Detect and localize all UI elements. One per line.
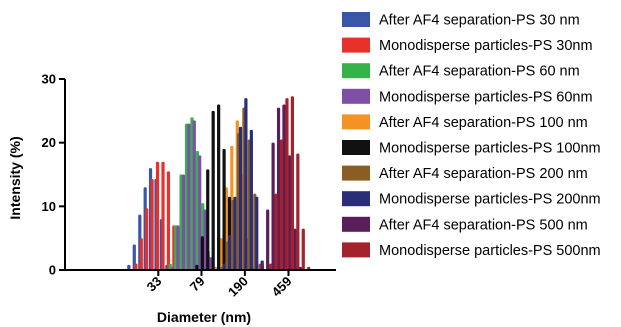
legend-label-1: Monodisperse particles-PS 30nm bbox=[379, 38, 593, 54]
legend-swatch-9 bbox=[342, 242, 370, 258]
bar-s3-3 bbox=[187, 123, 191, 270]
legend-label-8: After AF4 separation-PS 500 nm bbox=[379, 217, 588, 233]
bar-s8-5 bbox=[287, 155, 292, 270]
legend-swatch-7 bbox=[342, 191, 370, 207]
bar-s1-6 bbox=[166, 171, 171, 270]
bar-s3-4 bbox=[192, 120, 196, 270]
y-tick-label-1: 10 bbox=[42, 199, 56, 214]
legend-swatch-8 bbox=[342, 216, 370, 232]
bar-s7-1 bbox=[227, 234, 232, 270]
bar-s9-1 bbox=[274, 193, 278, 270]
bar-s5-1 bbox=[200, 236, 204, 270]
legend-label-3: Monodisperse particles-PS 60nm bbox=[379, 89, 593, 105]
bar-s9-0 bbox=[269, 263, 273, 270]
bar-s3-6 bbox=[203, 209, 207, 270]
bar-s7-3 bbox=[238, 126, 243, 270]
legend-label-4: After AF4 separation-PS 100 nm bbox=[379, 115, 588, 131]
bar-s0-1 bbox=[132, 244, 136, 270]
bar-s3-2 bbox=[181, 174, 185, 270]
bar-s5-4 bbox=[217, 104, 221, 270]
legend-label-9: Monodisperse particles-PS 500nm bbox=[379, 243, 601, 259]
legend-label-7: Monodisperse particles-PS 200nm bbox=[379, 192, 601, 208]
bar-s8-1 bbox=[266, 209, 270, 270]
bar-s0-0 bbox=[127, 264, 131, 270]
y-tick-label-3: 30 bbox=[42, 72, 56, 87]
bar-s5-0 bbox=[195, 264, 199, 270]
legend-swatch-1 bbox=[342, 37, 370, 53]
bar-s8-4 bbox=[282, 104, 286, 270]
bar-s8-3 bbox=[276, 107, 281, 271]
bar-s7-5 bbox=[249, 129, 253, 270]
bars-layer bbox=[127, 96, 311, 271]
legend-label-2: After AF4 separation-PS 60 nm bbox=[379, 64, 580, 80]
bar-s8-6 bbox=[293, 228, 297, 270]
bar-s9-5 bbox=[296, 153, 300, 270]
bar-s1-1 bbox=[139, 238, 143, 270]
bar-s5-3 bbox=[211, 110, 215, 270]
bar-s3-5 bbox=[198, 155, 202, 270]
legend-label-6: After AF4 separation-PS 200 nm bbox=[379, 166, 588, 182]
bar-s8-0 bbox=[260, 263, 264, 270]
x-tick-label-2: 190 bbox=[225, 274, 251, 300]
legend-swatch-2 bbox=[342, 63, 370, 79]
bar-s8-2 bbox=[271, 142, 275, 270]
legend-swatch-0 bbox=[342, 12, 370, 27]
bar-s3-1 bbox=[176, 225, 180, 270]
bar-s9-2 bbox=[279, 139, 284, 270]
bar-s9-4 bbox=[290, 96, 294, 270]
legend-swatch-4 bbox=[342, 114, 370, 130]
y-tick-label-0: 0 bbox=[49, 263, 56, 278]
bar-s9-3 bbox=[285, 98, 289, 270]
bar-s1-4 bbox=[155, 161, 160, 270]
bar-s7-0 bbox=[222, 263, 226, 270]
x-axis-title: Diameter (nm) bbox=[157, 309, 251, 325]
legend-label-5: Monodisperse particles-PS 100nm bbox=[379, 141, 601, 157]
legend: After AF4 separation-PS 30 nm Monodispers… bbox=[342, 12, 601, 259]
legend-label-0: After AF4 separation-PS 30 nm bbox=[379, 13, 580, 29]
y-axis-title: Intensity (%) bbox=[7, 136, 23, 219]
bar-s7-6 bbox=[255, 196, 259, 270]
legend-swatch-5 bbox=[342, 140, 370, 155]
x-tick-label-0: 33 bbox=[144, 274, 165, 295]
y-ticks-layer: 0 10 20 30 bbox=[42, 72, 65, 278]
bar-s5-2 bbox=[206, 169, 210, 270]
x-ticks-layer: 33 79 190 459 bbox=[144, 270, 295, 299]
x-tick-label-3: 459 bbox=[269, 274, 295, 300]
bar-s9-6 bbox=[301, 228, 305, 270]
bar-s1-0 bbox=[134, 263, 138, 270]
bar-s1-2 bbox=[145, 208, 149, 270]
bar-s1-3 bbox=[150, 178, 154, 270]
legend-swatch-3 bbox=[342, 88, 370, 104]
x-tick-label-1: 79 bbox=[187, 274, 208, 295]
bar-s3-7 bbox=[208, 257, 213, 270]
bar-s1-5 bbox=[161, 161, 165, 270]
legend-swatch-6 bbox=[342, 165, 370, 181]
bar-s5-5 bbox=[222, 149, 226, 270]
bar-s7-2 bbox=[233, 196, 237, 270]
y-tick-label-2: 20 bbox=[42, 135, 56, 150]
bar-s7-4 bbox=[244, 98, 248, 270]
